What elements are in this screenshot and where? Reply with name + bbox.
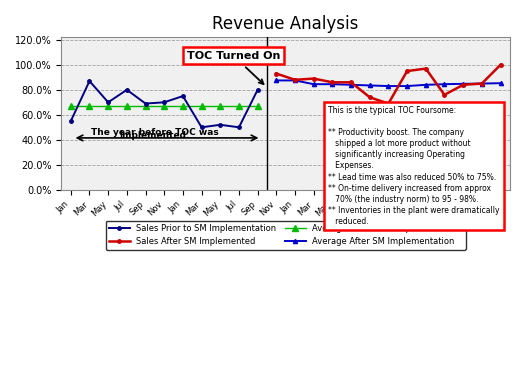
Sales After SM Implemented bbox=[273, 71, 279, 76]
Sales Prior to SM Implementation bbox=[180, 94, 186, 98]
Average Before SM Implementation bbox=[217, 104, 224, 108]
Sales Prior to SM Implementation bbox=[86, 79, 93, 83]
Sales Prior to SM Implementation bbox=[236, 125, 242, 130]
Average After SM Implementation bbox=[404, 84, 410, 88]
Average After SM Implementation bbox=[497, 81, 504, 86]
Sales After SM Implemented bbox=[497, 63, 504, 67]
Line: Average Before SM Implementation: Average Before SM Implementation bbox=[68, 103, 260, 109]
Sales After SM Implemented bbox=[329, 80, 335, 84]
Sales After SM Implemented bbox=[367, 95, 373, 99]
Sales Prior to SM Implementation bbox=[198, 125, 205, 130]
Average After SM Implementation bbox=[441, 82, 448, 86]
Sales Prior to SM Implementation bbox=[105, 100, 111, 105]
Sales After SM Implemented bbox=[348, 80, 354, 84]
Average Before SM Implementation bbox=[68, 104, 74, 108]
Average Before SM Implementation bbox=[236, 104, 242, 108]
Average Before SM Implementation bbox=[105, 104, 111, 108]
Title: Revenue Analysis: Revenue Analysis bbox=[213, 15, 359, 33]
Text: The year before TOC was: The year before TOC was bbox=[91, 128, 219, 137]
Sales After SM Implemented bbox=[441, 92, 448, 97]
Average Before SM Implementation bbox=[254, 104, 261, 108]
Average Before SM Implementation bbox=[123, 104, 130, 108]
Text: TOC Turned On: TOC Turned On bbox=[187, 51, 280, 84]
Average After SM Implementation bbox=[273, 78, 279, 83]
Legend: Sales Prior to SM Implementation, Sales After SM Implemented, Average Before SM : Sales Prior to SM Implementation, Sales … bbox=[105, 221, 466, 250]
Average After SM Implementation bbox=[367, 83, 373, 88]
Average After SM Implementation bbox=[479, 81, 485, 86]
Sales Prior to SM Implementation bbox=[217, 123, 224, 127]
Sales Prior to SM Implementation bbox=[68, 119, 74, 123]
Text: This is the typical TOC Foursome:

** Productivity boost. The company
   shipped: This is the typical TOC Foursome: ** Pro… bbox=[328, 106, 500, 226]
Sales After SM Implemented bbox=[422, 66, 429, 71]
Sales After SM Implemented bbox=[311, 76, 317, 81]
Sales After SM Implemented bbox=[385, 101, 392, 106]
Average After SM Implementation bbox=[348, 83, 354, 87]
Sales Prior to SM Implementation bbox=[143, 101, 149, 106]
Sales Prior to SM Implementation bbox=[123, 88, 130, 92]
Line: Sales Prior to SM Implementation: Sales Prior to SM Implementation bbox=[69, 79, 259, 129]
Line: Average After SM Implementation: Average After SM Implementation bbox=[274, 79, 502, 88]
Text: implemented.: implemented. bbox=[120, 131, 190, 141]
Average After SM Implementation bbox=[385, 84, 392, 88]
Average After SM Implementation bbox=[329, 82, 335, 86]
Average Before SM Implementation bbox=[198, 104, 205, 108]
Sales Prior to SM Implementation bbox=[161, 100, 167, 105]
Sales After SM Implemented bbox=[404, 69, 410, 73]
Average Before SM Implementation bbox=[143, 104, 149, 108]
Average After SM Implementation bbox=[460, 81, 466, 86]
Sales Prior to SM Implementation bbox=[254, 88, 261, 92]
Sales After SM Implemented bbox=[479, 81, 485, 86]
Line: Sales After SM Implemented: Sales After SM Implemented bbox=[275, 63, 502, 105]
Average Before SM Implementation bbox=[180, 104, 186, 108]
Sales After SM Implemented bbox=[460, 83, 466, 87]
Average After SM Implementation bbox=[422, 83, 429, 87]
Average Before SM Implementation bbox=[161, 104, 167, 108]
Average After SM Implementation bbox=[311, 82, 317, 86]
Sales After SM Implemented bbox=[292, 77, 298, 82]
Average Before SM Implementation bbox=[86, 104, 93, 108]
Average After SM Implementation bbox=[292, 78, 298, 83]
